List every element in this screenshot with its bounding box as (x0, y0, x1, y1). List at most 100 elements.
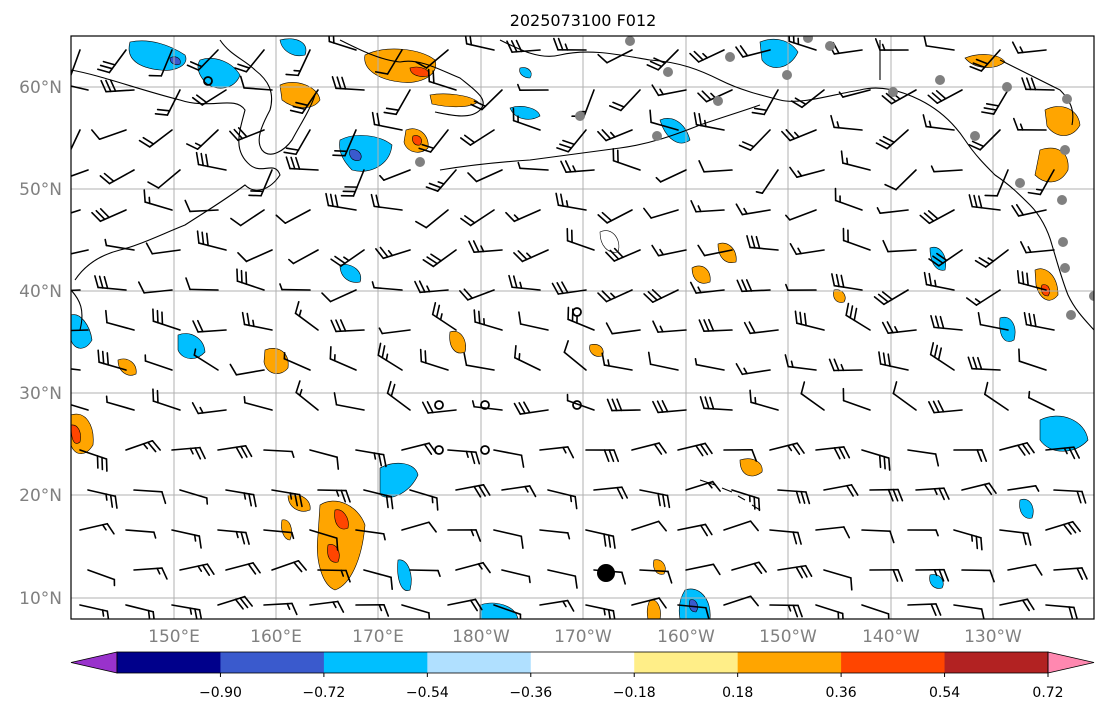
wind-barb (697, 244, 733, 257)
wind-barb (1028, 390, 1055, 411)
wind-barb (874, 38, 909, 51)
colorbar-tick-label: 0.36 (826, 685, 857, 701)
wind-barb (97, 349, 127, 371)
wind-barb (769, 529, 802, 545)
contour-blob (929, 574, 944, 589)
station-dot (1015, 178, 1025, 188)
wind-barb (736, 279, 771, 293)
wind-barb (690, 200, 725, 213)
colorbar-segment (841, 652, 946, 673)
contour-blob (317, 500, 366, 591)
wind-barb (922, 114, 955, 131)
wind-barb (563, 340, 587, 371)
wind-barb (556, 129, 587, 153)
station-dot (825, 41, 835, 51)
wind-barb (100, 79, 135, 93)
contour-blob (1034, 147, 1069, 183)
contour-blob (449, 330, 466, 354)
wind-barb (375, 246, 411, 260)
wind-barb (371, 281, 403, 291)
contour-blob (409, 66, 430, 77)
colorbar-segment (323, 652, 428, 673)
wind-barb (746, 235, 779, 251)
wind-barb (639, 489, 671, 509)
wind-barb (597, 129, 633, 142)
wind-barb (965, 289, 1001, 306)
wind-barb (981, 89, 1009, 115)
wind-barb (271, 559, 307, 573)
wind-barb (735, 45, 771, 58)
wind-barb (961, 569, 995, 583)
wind-barb (882, 239, 917, 253)
wind-barb (794, 310, 825, 331)
wind-barb (374, 49, 403, 75)
wind-barb (823, 484, 859, 497)
wind-barb (723, 449, 758, 462)
wind-barb (71, 129, 81, 152)
station-dot (713, 96, 723, 106)
wind-barb (501, 569, 531, 584)
wind-barb (800, 381, 825, 411)
latitude-labels: 10°N 20°N 30°N 40°N 50°N 60°N (19, 78, 62, 609)
wind-barb (823, 569, 853, 591)
wind-barb (539, 446, 575, 459)
wind-barb (501, 485, 537, 498)
wind-barb (195, 151, 227, 171)
wind-barb (459, 129, 495, 146)
wind-barb (508, 274, 541, 291)
wind-barb (363, 489, 394, 510)
contour-blob (397, 559, 412, 591)
longitude-label: 170°E (352, 627, 404, 647)
wind-barb (138, 129, 173, 148)
wind-barb (463, 352, 495, 371)
longitude-label: 150°W (759, 627, 817, 647)
wind-barb (861, 449, 891, 471)
wind-barb (769, 442, 805, 455)
wind-barb (984, 381, 1009, 411)
wind-barb (585, 529, 616, 549)
wind-barb (186, 129, 219, 151)
wind-barb (473, 309, 503, 331)
wind-barb (927, 89, 963, 104)
wind-barb (842, 387, 871, 411)
wind-barb (790, 89, 825, 109)
wind-barb (243, 395, 273, 411)
wind-barb (553, 37, 587, 51)
wind-barb (294, 300, 319, 331)
wind-barb (785, 209, 817, 221)
wind-barb (71, 289, 81, 292)
wind-barb (154, 89, 181, 116)
station-dot (1002, 82, 1012, 92)
wind-barb (1027, 169, 1055, 196)
contour-blob (279, 38, 307, 57)
wind-barb (1016, 270, 1047, 291)
wind-barb (97, 49, 127, 74)
wind-barb (697, 89, 733, 103)
longitude-label: 160°W (657, 627, 715, 647)
wind-barb (71, 402, 89, 411)
calm-marker (434, 445, 444, 455)
wind-barb (830, 114, 863, 131)
station-dot (1062, 94, 1072, 104)
wind-barb (647, 351, 679, 371)
wind-barb (953, 449, 988, 462)
wind-barb (928, 400, 963, 414)
wind-barb (1020, 241, 1055, 254)
wind-barb (415, 49, 449, 69)
station-dot (1066, 310, 1076, 320)
wind-barb (71, 85, 89, 91)
wind-barb (892, 381, 917, 411)
wind-barb (593, 486, 629, 500)
wind-barb (225, 489, 257, 508)
wind-barb (1007, 485, 1040, 492)
wind-barb (79, 522, 115, 535)
wind-barb (370, 193, 403, 211)
wind-barb (248, 169, 273, 197)
calm-marker (434, 400, 444, 410)
colorbar-segment (944, 652, 1049, 673)
wind-barb (493, 529, 524, 549)
wind-barb (539, 599, 575, 612)
wind-barb (191, 89, 227, 106)
wind-barb (876, 207, 909, 215)
wind-barb (79, 604, 110, 619)
